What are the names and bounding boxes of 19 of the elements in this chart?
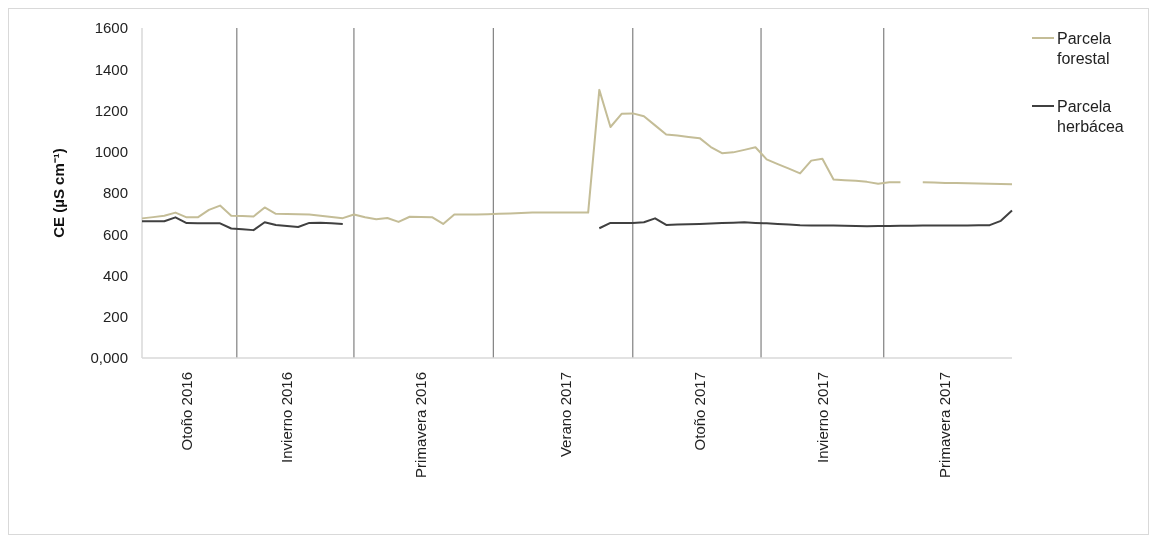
x-tick-label: Otoño 2016 xyxy=(177,372,195,451)
x-tick-label: Primavera 2016 xyxy=(412,372,430,478)
y-tick-label: 600 xyxy=(102,225,128,243)
x-tick-label: Invierno 2016 xyxy=(278,372,296,463)
y-axis-title: CE (µS cm⁻¹) xyxy=(50,148,67,238)
y-tick-label: 200 xyxy=(102,308,128,325)
x-tick-label: Primavera 2017 xyxy=(936,372,954,478)
legend-label: Parcela forestal xyxy=(1057,29,1112,68)
y-tick-label: 0,000 xyxy=(90,349,128,367)
x-tick-label: Invierno 2017 xyxy=(813,372,831,463)
x-tick-label: Verano 2017 xyxy=(557,372,575,458)
x-tick-label: Otoño 2017 xyxy=(690,372,708,451)
y-tick-label: 1600 xyxy=(94,19,128,37)
legend-label: Parcela herbácea xyxy=(1057,97,1124,136)
y-tick-label: 400 xyxy=(102,266,128,284)
y-tick-label: 1200 xyxy=(94,101,128,119)
y-tick-label: 1000 xyxy=(94,143,128,160)
y-tick-label: 800 xyxy=(102,184,128,202)
y-tick-label: 1400 xyxy=(94,60,128,78)
